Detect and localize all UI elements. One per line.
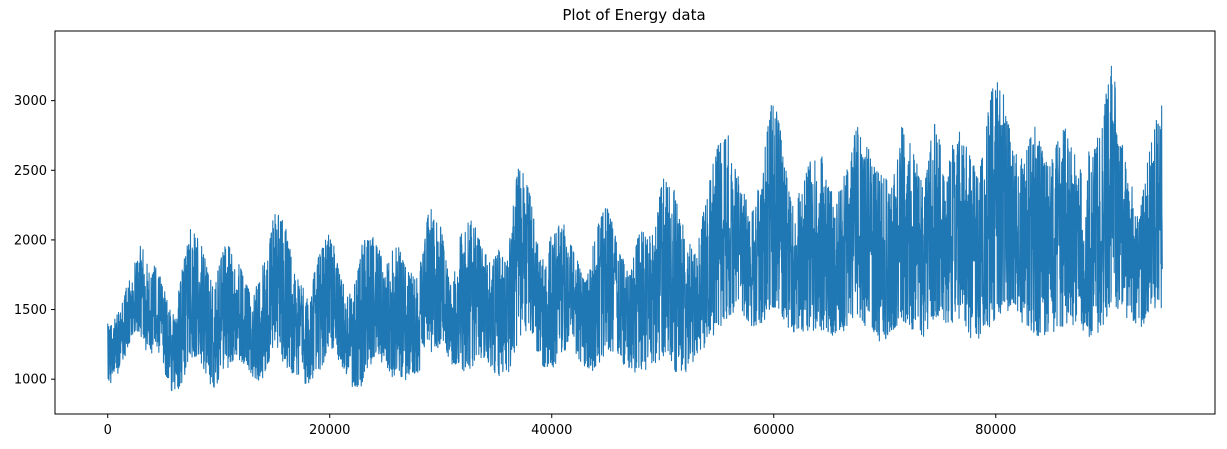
x-tick-label: 20000 (309, 423, 350, 438)
y-tick-label: 2000 (14, 233, 47, 248)
series-line (107, 65, 1163, 392)
y-axis: 1000 1500 2000 2500 3000 (14, 94, 55, 388)
y-tick-label: 2500 (14, 164, 47, 179)
x-tick-label: 60000 (753, 423, 794, 438)
series-layer (107, 65, 1163, 392)
y-tick-label: 1500 (14, 303, 47, 318)
plot-area-frame (54, 30, 1216, 415)
y-tick-label: 1000 (14, 373, 47, 388)
x-axis: 0 20000 40000 60000 80000 (104, 414, 1016, 438)
x-tick-label: 40000 (531, 423, 572, 438)
x-tick-label: 0 (104, 423, 112, 438)
x-tick-label: 80000 (975, 423, 1016, 438)
chart-title: Plot of Energy data (562, 6, 705, 24)
y-tick-label: 3000 (14, 94, 47, 109)
